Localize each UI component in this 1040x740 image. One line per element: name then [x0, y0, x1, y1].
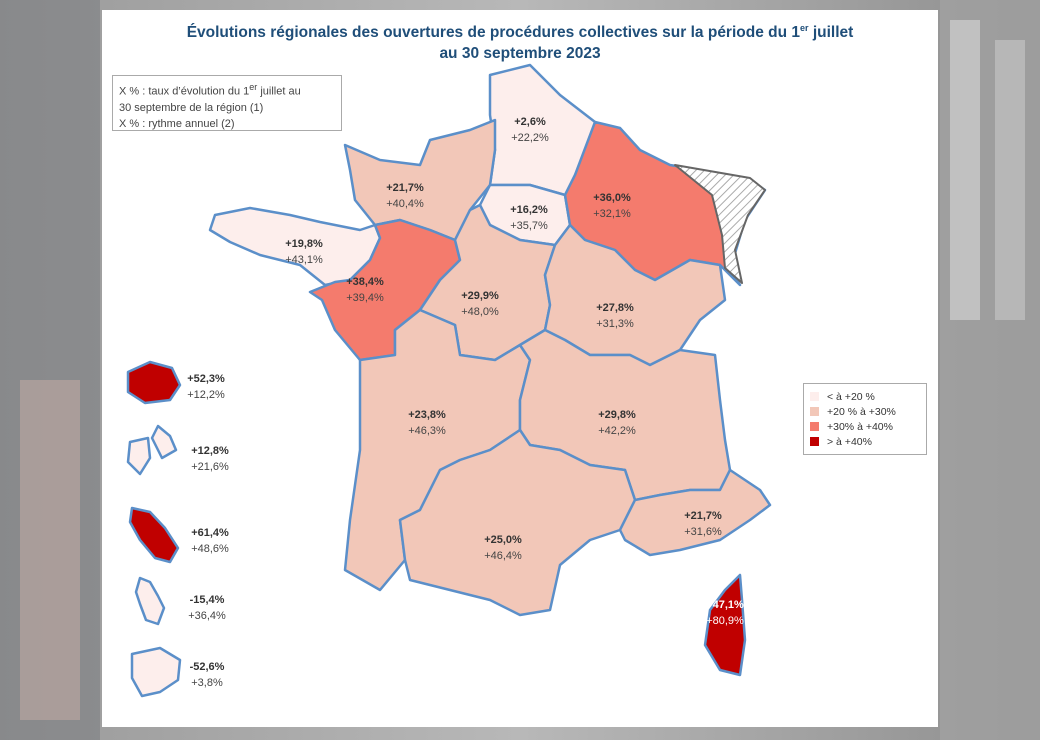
region-change: +16,2% [510, 204, 548, 216]
region-change: +2,6% [514, 116, 546, 128]
note-line: X % : taux d’évolution du 1er juillet au [119, 79, 335, 100]
region-change: +23,8% [408, 409, 446, 421]
overseas-region [130, 646, 182, 698]
region-change: +25,0% [484, 534, 522, 546]
region-annual: +42,2% [598, 425, 636, 437]
overseas-change: -15,4% [190, 594, 225, 606]
legend-entry: < à +20 % [810, 389, 920, 404]
title: Évolutions régionales des ouvertures de … [102, 18, 938, 64]
region-change: +47,1% [706, 599, 744, 611]
legend-label: +20 % à +30% [827, 405, 896, 418]
region-change: +36,0% [593, 192, 631, 204]
region-annual: +80,9% [706, 615, 744, 627]
overseas-annual: +3,8% [191, 677, 223, 689]
legend-label: < à +20 % [827, 390, 875, 403]
title-text: au 30 septembre 2023 [439, 45, 601, 63]
region-annual: +40,4% [386, 198, 424, 210]
region-annual: +35,7% [510, 220, 548, 232]
region [343, 118, 497, 242]
legend-label: > à +40% [827, 435, 872, 448]
legend-entry: +20 % à +30% [810, 404, 920, 419]
title-text: juillet [808, 24, 854, 42]
region-annual: +46,3% [408, 425, 446, 437]
overseas-change: -52,6% [190, 661, 225, 673]
legend-swatch [810, 407, 819, 416]
legend-entry: > à +40% [810, 434, 920, 449]
region-change: +38,4% [346, 276, 384, 288]
region-annual: +43,1% [285, 254, 323, 266]
overseas-annual: +12,2% [187, 389, 225, 401]
region-annual: +31,3% [596, 318, 634, 330]
region-change: +27,8% [596, 302, 634, 314]
overseas-change: +61,4% [191, 527, 229, 539]
overseas-region [128, 506, 180, 564]
note-line: 30 septembre de la région (1) [119, 101, 264, 114]
title-text: Évolutions régionales des ouvertures de … [186, 24, 800, 42]
note-text: X % : taux d’évolution du 1 [119, 85, 250, 98]
region-change: +21,7% [386, 182, 424, 194]
overseas-annual: +21,6% [191, 461, 229, 473]
overseas-annual: +36,4% [188, 610, 226, 622]
region [618, 468, 772, 557]
overseas-annual: +48,6% [191, 543, 229, 555]
region-annual: +46,4% [484, 550, 522, 562]
note-superscript: er [249, 82, 258, 92]
hatched-area [674, 164, 766, 284]
legend-swatch [810, 392, 819, 401]
region-annual: +39,4% [346, 292, 384, 304]
region-annual: +31,6% [684, 526, 722, 538]
overseas-region [126, 424, 178, 476]
overseas-change: +52,3% [187, 373, 225, 385]
legend-entry: +30% à +40% [810, 419, 920, 434]
legend-swatch [810, 437, 819, 446]
region-annual: +32,1% [593, 208, 631, 220]
region-change: +29,8% [598, 409, 636, 421]
region-annual: +48,0% [461, 306, 499, 318]
region-change: +19,8% [285, 238, 323, 250]
note-text: juillet au [257, 85, 301, 98]
region-annual: +22,2% [511, 132, 549, 144]
note-line: X % : rythme annuel (2) [119, 117, 235, 130]
overseas-region [134, 576, 166, 626]
legend-label: +30% à +40% [827, 420, 893, 433]
region [703, 573, 747, 677]
note-box: X % : taux d’évolution du 1er juillet au… [112, 75, 342, 131]
region-change: +21,7% [684, 510, 722, 522]
overseas-change: +12,8% [191, 445, 229, 457]
region-change: +29,9% [461, 290, 499, 302]
overseas-region [126, 360, 182, 405]
legend-swatch [810, 422, 819, 431]
legend: < à +20 % +20 % à +30% +30% à +40% > à +40% [803, 383, 927, 455]
title-superscript: er [800, 23, 809, 33]
